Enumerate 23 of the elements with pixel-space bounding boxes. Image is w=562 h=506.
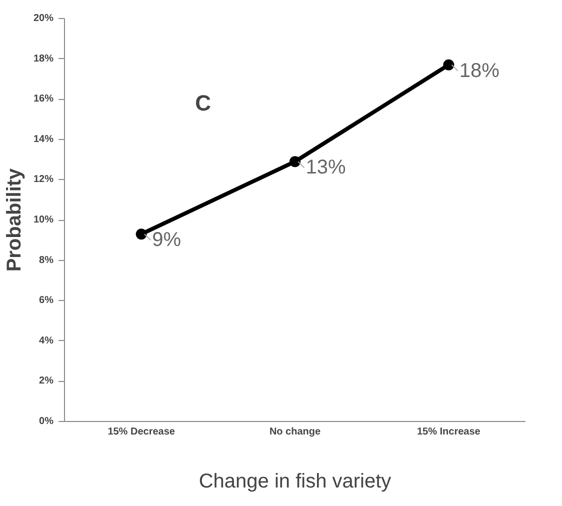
x-tick-label: 15% Decrease xyxy=(108,426,176,438)
x-axis-title: Change in fish variety xyxy=(198,470,392,492)
y-tick-label: 4% xyxy=(39,335,54,346)
y-tick-label: 8% xyxy=(39,254,54,266)
x-tick-label: No change xyxy=(269,426,321,438)
x-tick-label: 15% Increase xyxy=(416,426,481,438)
data-label: 9% xyxy=(152,229,182,252)
y-tick-label: 10% xyxy=(33,214,54,226)
y-tick-label: 16% xyxy=(33,94,54,105)
y-axis-title: Probability xyxy=(3,167,26,272)
point xyxy=(443,59,454,70)
annotation: C xyxy=(195,90,212,116)
y-tick-label: 18% xyxy=(33,53,54,64)
y-tick-label: 0% xyxy=(39,416,54,427)
y-tick-label: 2% xyxy=(39,376,54,387)
data-label: 18% xyxy=(459,60,500,82)
y-tick-label: 12% xyxy=(33,174,54,186)
point xyxy=(290,156,300,168)
y-tick-label: 6% xyxy=(39,295,54,306)
y-tick-label: 14% xyxy=(33,134,54,145)
data-label: 13% xyxy=(306,156,346,179)
point xyxy=(136,228,147,240)
y-tick-label: 20% xyxy=(33,13,54,24)
